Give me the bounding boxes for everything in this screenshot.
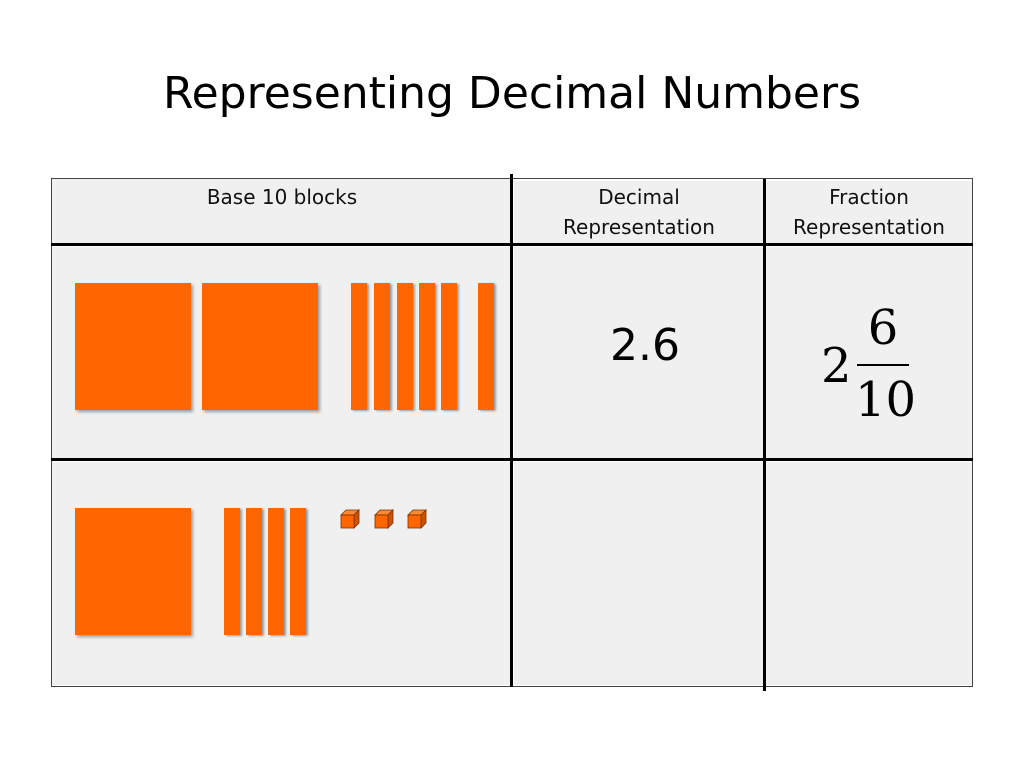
ten-rod-block <box>290 508 306 635</box>
ten-rod-block <box>419 283 435 410</box>
ten-rod-block <box>441 283 457 410</box>
header-blocks: Base 10 blocks <box>52 182 512 212</box>
column-divider-line-2 <box>763 179 766 691</box>
ten-rod-block <box>268 508 284 635</box>
fraction-bar <box>857 364 909 366</box>
ten-rod-block <box>351 283 367 410</box>
row2-cell-fraction <box>766 462 972 685</box>
row1-decimal-value: 2.6 <box>610 320 680 371</box>
header-cell-blocks <box>52 179 512 245</box>
header-cell-fraction <box>766 181 972 245</box>
row2-cell-decimal <box>514 462 764 685</box>
header-fraction: Fraction Representation <box>766 182 972 242</box>
hundred-flat-block <box>75 283 191 410</box>
hundred-flat-block <box>202 283 318 410</box>
hundred-flat-block <box>75 508 191 635</box>
ten-rod-block <box>224 508 240 635</box>
ten-rod-block <box>397 283 413 410</box>
fraction-numerator: 6 <box>867 300 899 356</box>
header-fraction-line1: Fraction <box>829 185 909 209</box>
header-fraction-line2: Representation <box>793 215 945 239</box>
row1-cell-decimal <box>514 247 764 459</box>
ten-rod-block <box>246 508 262 635</box>
unit-cube-icon <box>407 509 427 529</box>
fraction-whole-number: 2 <box>821 338 852 394</box>
ten-rod-block <box>478 283 494 410</box>
row1-cell-fraction <box>766 247 972 459</box>
unit-cube-icon <box>374 509 394 529</box>
header-blocks-label: Base 10 blocks <box>206 185 358 209</box>
header-decimal: Decimal Representation <box>514 182 764 242</box>
fraction-denominator: 10 <box>855 372 917 428</box>
header-cell-decimal <box>514 181 764 245</box>
ten-rod-block <box>374 283 390 410</box>
header-decimal-line2: Representation <box>563 215 715 239</box>
unit-cube-icon <box>340 509 360 529</box>
slide-title: Representing Decimal Numbers <box>162 68 862 119</box>
column-divider-line-1 <box>510 174 513 687</box>
header-decimal-line1: Decimal <box>598 185 680 209</box>
